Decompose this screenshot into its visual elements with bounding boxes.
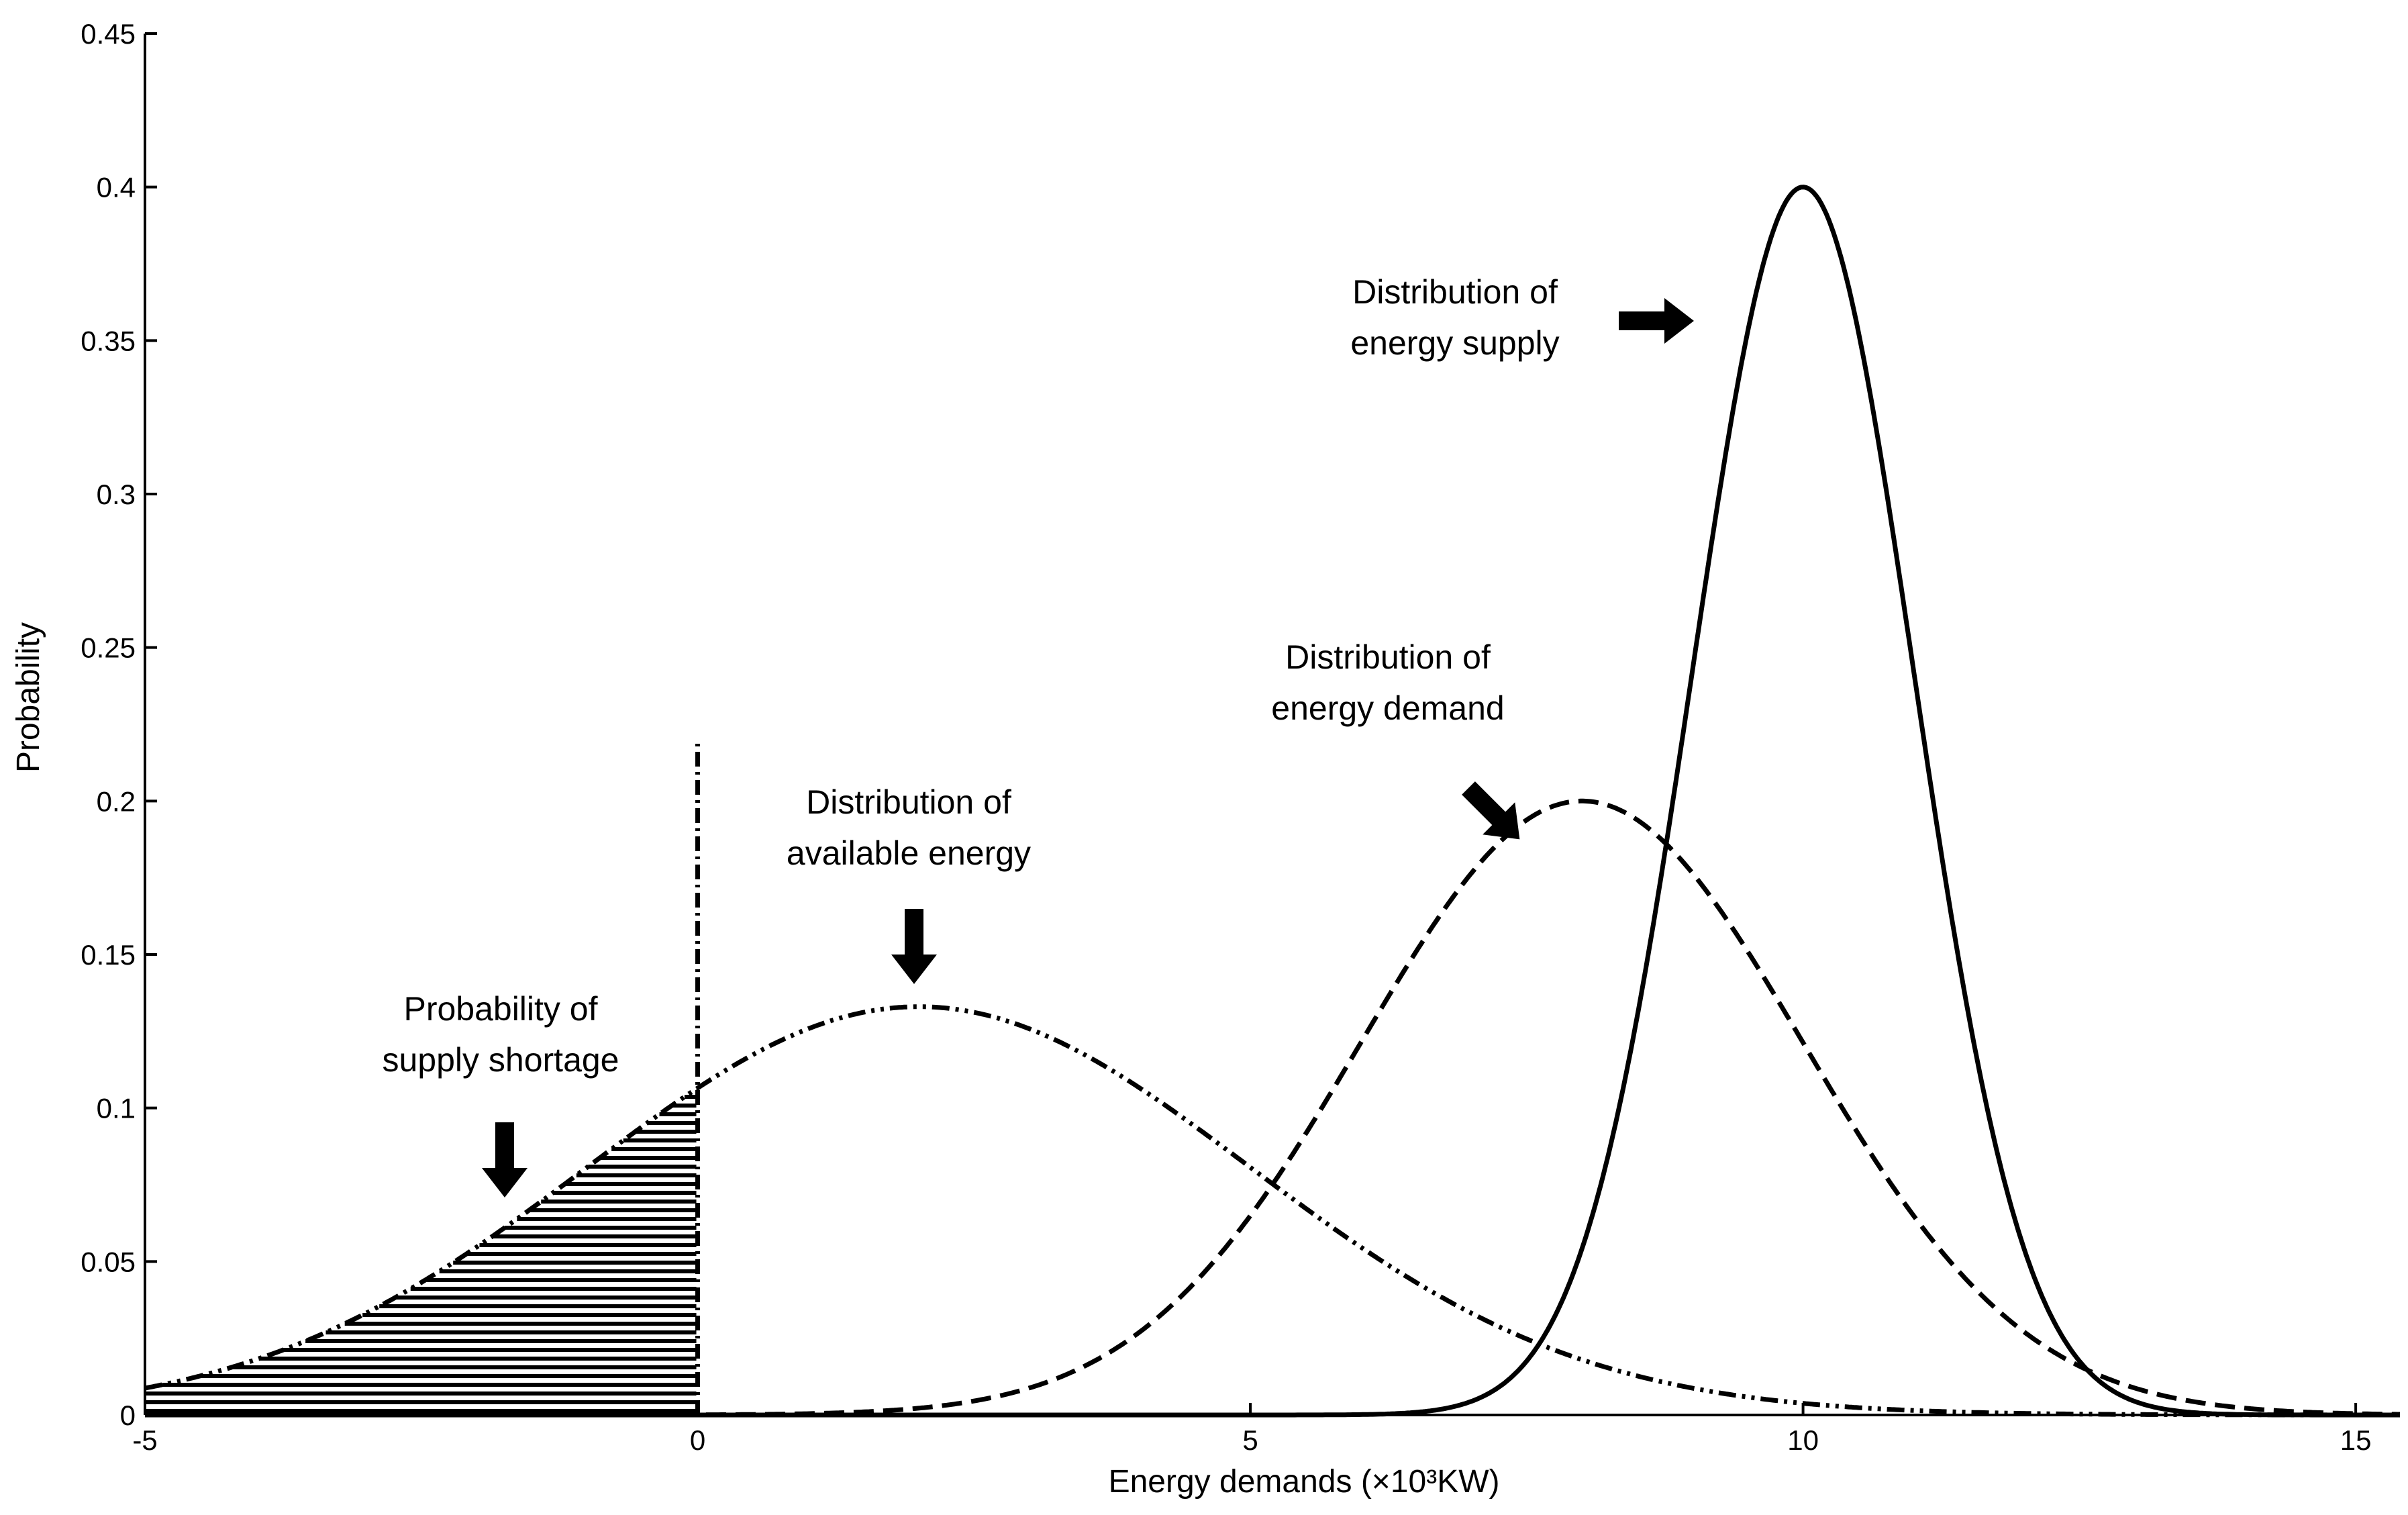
- x-tick-label: 15: [2340, 1424, 2372, 1456]
- x-tick-label: -5: [132, 1424, 157, 1456]
- annotation-shortage-line: Probability of: [403, 990, 597, 1028]
- y-tick-label: 0.3: [97, 479, 136, 510]
- y-tick-label: 0: [120, 1400, 136, 1431]
- annotation-shortage-line: supply shortage: [382, 1041, 619, 1079]
- y-tick-label: 0.2: [97, 785, 136, 817]
- annotation-supply-line: energy supply: [1350, 324, 1559, 362]
- supply-shortage-hatch: [145, 1086, 698, 1413]
- y-ticks: 0 0.05 0.1 0.15 0.2 0.25 0.3 0.35 0.4 0.45: [81, 18, 157, 1431]
- annotation-demand-line: energy demand: [1271, 689, 1504, 727]
- annotation-supply-line: Distribution of: [1352, 273, 1558, 311]
- y-tick-label: 0.1: [97, 1093, 136, 1124]
- x-axis-title: Energy demands (×10³KW): [1109, 1464, 1500, 1500]
- annotation-arrow-demand: [1462, 781, 1520, 840]
- annotation-arrow-available: [891, 909, 937, 984]
- y-tick-label: 0.25: [81, 632, 136, 664]
- y-tick-label: 0.35: [81, 325, 136, 356]
- x-tick-label: 5: [1242, 1424, 1258, 1456]
- x-ticks: -5 0 5 10 15: [132, 1403, 2371, 1456]
- annotation-arrow-shortage: [482, 1122, 528, 1198]
- annotation-available-line: available energy: [787, 834, 1031, 872]
- x-tick-label: 0: [690, 1424, 705, 1456]
- y-axis-title: Probability: [11, 622, 46, 773]
- y-tick-label: 0.05: [81, 1246, 136, 1277]
- x-tick-label: 10: [1787, 1424, 1819, 1456]
- energy-supply-curve: [145, 185, 2400, 1418]
- annotation-arrow-supply: [1619, 298, 1694, 344]
- y-tick-label: 0.15: [81, 939, 136, 971]
- annotation-demand-line: Distribution of: [1285, 638, 1491, 676]
- energy-demand-curve: [145, 798, 2400, 1418]
- y-tick-label: 0.4: [97, 172, 136, 203]
- y-tick-label: 0.45: [81, 18, 136, 50]
- annotations: Distribution of energy supply Distribution…: [382, 273, 1694, 1198]
- annotation-available-line: Distribution of: [806, 783, 1011, 821]
